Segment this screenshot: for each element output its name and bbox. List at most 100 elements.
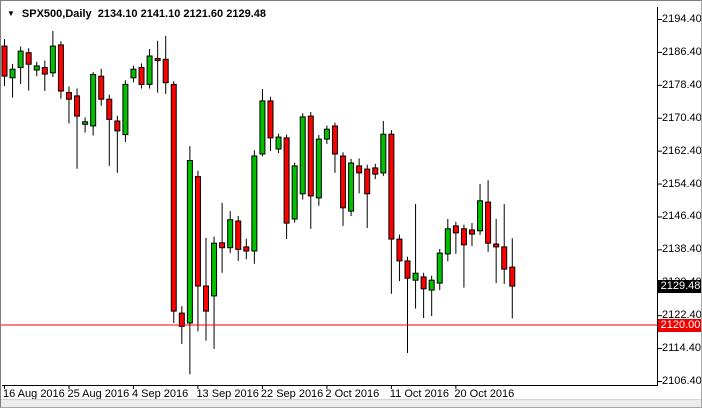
candle[interactable] bbox=[227, 211, 234, 254]
candle[interactable] bbox=[412, 204, 419, 309]
candle[interactable] bbox=[468, 223, 475, 247]
candle[interactable] bbox=[17, 46, 24, 84]
candle-body-down bbox=[203, 285, 209, 312]
candle[interactable] bbox=[90, 72, 97, 136]
candle[interactable] bbox=[444, 218, 451, 262]
candle[interactable] bbox=[194, 170, 201, 332]
candle[interactable] bbox=[82, 117, 89, 133]
candle[interactable] bbox=[477, 183, 484, 235]
candle-body-up bbox=[211, 242, 218, 297]
candle-body-up bbox=[227, 219, 234, 249]
candle[interactable] bbox=[404, 256, 411, 354]
candle[interactable] bbox=[211, 236, 218, 349]
candle[interactable] bbox=[452, 221, 459, 254]
candle-body-down bbox=[396, 238, 403, 262]
candle-body-down bbox=[41, 67, 48, 75]
candle[interactable] bbox=[275, 133, 282, 154]
candle[interactable] bbox=[219, 202, 226, 273]
candle[interactable] bbox=[356, 158, 363, 194]
candle-body-up bbox=[259, 100, 266, 155]
candle[interactable] bbox=[307, 111, 314, 229]
candle[interactable] bbox=[57, 41, 64, 99]
candle[interactable] bbox=[436, 248, 443, 291]
candle[interactable] bbox=[106, 94, 113, 166]
candle[interactable] bbox=[485, 180, 492, 252]
candle[interactable] bbox=[33, 61, 40, 77]
candle[interactable] bbox=[49, 30, 56, 78]
candle-body-up bbox=[49, 45, 56, 74]
chevron-down-icon[interactable]: ▼ bbox=[7, 9, 15, 18]
candle[interactable] bbox=[315, 135, 322, 206]
candle[interactable] bbox=[1, 39, 8, 87]
candle-body-up bbox=[275, 136, 282, 150]
candle[interactable] bbox=[25, 48, 32, 91]
candle[interactable] bbox=[388, 130, 395, 294]
candle[interactable] bbox=[146, 49, 153, 89]
candle[interactable] bbox=[493, 218, 500, 284]
candle[interactable] bbox=[251, 150, 258, 264]
time-tick-label: 11 Oct 2016 bbox=[389, 388, 449, 400]
candle[interactable] bbox=[162, 35, 169, 94]
candle-body-down bbox=[468, 229, 475, 235]
candle[interactable] bbox=[203, 237, 209, 341]
candle[interactable] bbox=[348, 158, 355, 217]
price-tick-label: 2114.40 bbox=[662, 342, 701, 355]
candle[interactable] bbox=[372, 163, 379, 180]
candle-body-down bbox=[388, 133, 395, 240]
candle[interactable] bbox=[396, 234, 403, 282]
candle-body-down bbox=[98, 75, 105, 100]
candle[interactable] bbox=[259, 88, 266, 157]
candle[interactable] bbox=[235, 216, 242, 261]
symbol-period-label: SPX500,Daily bbox=[21, 8, 92, 20]
candle-body-down bbox=[162, 58, 169, 84]
candle[interactable] bbox=[460, 224, 467, 288]
candle-body-down bbox=[460, 228, 467, 246]
candle[interactable] bbox=[243, 238, 250, 260]
candle-body-up bbox=[186, 160, 193, 324]
candle[interactable] bbox=[283, 134, 290, 240]
time-tick-label: 16 Aug 2016 bbox=[3, 388, 65, 400]
candle[interactable] bbox=[138, 63, 145, 89]
candle-body-down bbox=[65, 92, 72, 100]
candle[interactable] bbox=[420, 272, 427, 319]
candle[interactable] bbox=[74, 88, 81, 169]
candle[interactable] bbox=[9, 63, 16, 98]
candle-body-down bbox=[178, 312, 185, 327]
candle-body-down bbox=[356, 165, 363, 174]
candle[interactable] bbox=[114, 115, 121, 173]
candle[interactable] bbox=[267, 96, 274, 152]
candle[interactable] bbox=[186, 146, 193, 375]
candle-body-down bbox=[493, 243, 500, 248]
candle[interactable] bbox=[364, 164, 371, 228]
price-tick-label: 2138.40 bbox=[662, 243, 702, 256]
candle-body-up bbox=[82, 121, 89, 125]
candle-body-up bbox=[477, 200, 484, 232]
candle-body-down bbox=[340, 155, 347, 209]
candle[interactable] bbox=[41, 60, 48, 91]
candle[interactable] bbox=[65, 86, 72, 124]
candle[interactable] bbox=[170, 81, 177, 323]
candle[interactable] bbox=[331, 122, 338, 173]
candle-body-down bbox=[114, 120, 121, 132]
price-tick-label: 2146.40 bbox=[662, 210, 702, 223]
candle-body-up bbox=[9, 68, 16, 79]
candle[interactable] bbox=[154, 40, 161, 93]
candle[interactable] bbox=[501, 204, 508, 284]
candle[interactable] bbox=[340, 152, 347, 226]
candle[interactable] bbox=[299, 113, 306, 200]
candle-body-down bbox=[420, 276, 427, 290]
candle-body-down bbox=[138, 67, 145, 85]
candle[interactable] bbox=[428, 275, 435, 317]
candle[interactable] bbox=[509, 238, 516, 319]
candle[interactable] bbox=[323, 125, 330, 145]
current-price-badge: 2129.48 bbox=[658, 279, 701, 293]
candle[interactable] bbox=[380, 121, 387, 177]
chart-title: ▼ SPX500,Daily 2134.10 2141.10 2121.60 21… bbox=[7, 7, 266, 21]
candle[interactable] bbox=[130, 65, 137, 83]
candle-body-up bbox=[33, 65, 40, 71]
candle[interactable] bbox=[98, 68, 105, 106]
candle[interactable] bbox=[122, 80, 129, 142]
candle[interactable] bbox=[291, 162, 298, 223]
